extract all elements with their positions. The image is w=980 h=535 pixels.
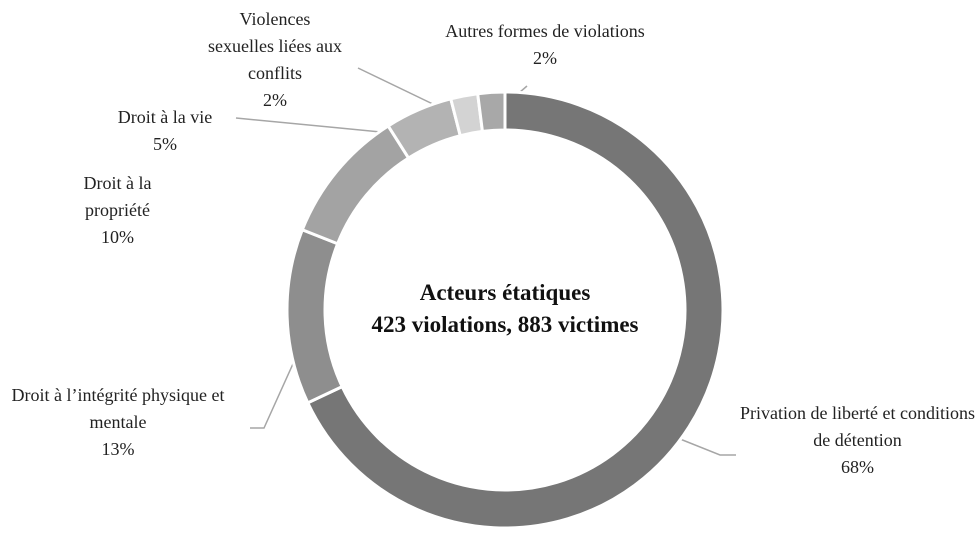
donut-segment — [300, 123, 411, 246]
segment-label: Droit à la propriété 10% — [60, 170, 175, 251]
leader-line — [235, 117, 403, 135]
segment-label: Privation de liberté et conditions de dé… — [740, 400, 975, 481]
category-label: Droit à la vie — [117, 107, 213, 127]
center-title: Acteurs étatiques — [419, 280, 591, 305]
segment-label: Droit à l’intégrité physique et mentale 1… — [8, 382, 228, 463]
leader-line — [250, 334, 307, 429]
category-label: Violences sexuelles liées aux conflits — [208, 9, 342, 83]
donut-segment — [305, 90, 725, 530]
donut-segment — [476, 90, 507, 134]
value-label: 68% — [841, 457, 874, 477]
value-label: 2% — [533, 48, 557, 68]
segment-label: Autres formes de violations 2% — [395, 18, 695, 72]
value-label: 10% — [101, 227, 134, 247]
category-label: Privation de liberté et conditions de dé… — [740, 403, 975, 450]
category-label: Droit à l’intégrité physique et mentale — [11, 385, 225, 432]
segment-label: Violences sexuelles liées aux conflits 2% — [205, 6, 345, 114]
value-label: 5% — [153, 134, 177, 154]
value-label: 2% — [263, 90, 287, 110]
segment-label: Droit à la vie 5% — [85, 104, 245, 158]
category-label: Autres formes de violations — [445, 21, 645, 41]
value-label: 13% — [101, 439, 135, 459]
center-subtitle: 423 violations, 883 victimes — [371, 312, 639, 337]
category-label: Droit à la propriété — [83, 173, 152, 220]
